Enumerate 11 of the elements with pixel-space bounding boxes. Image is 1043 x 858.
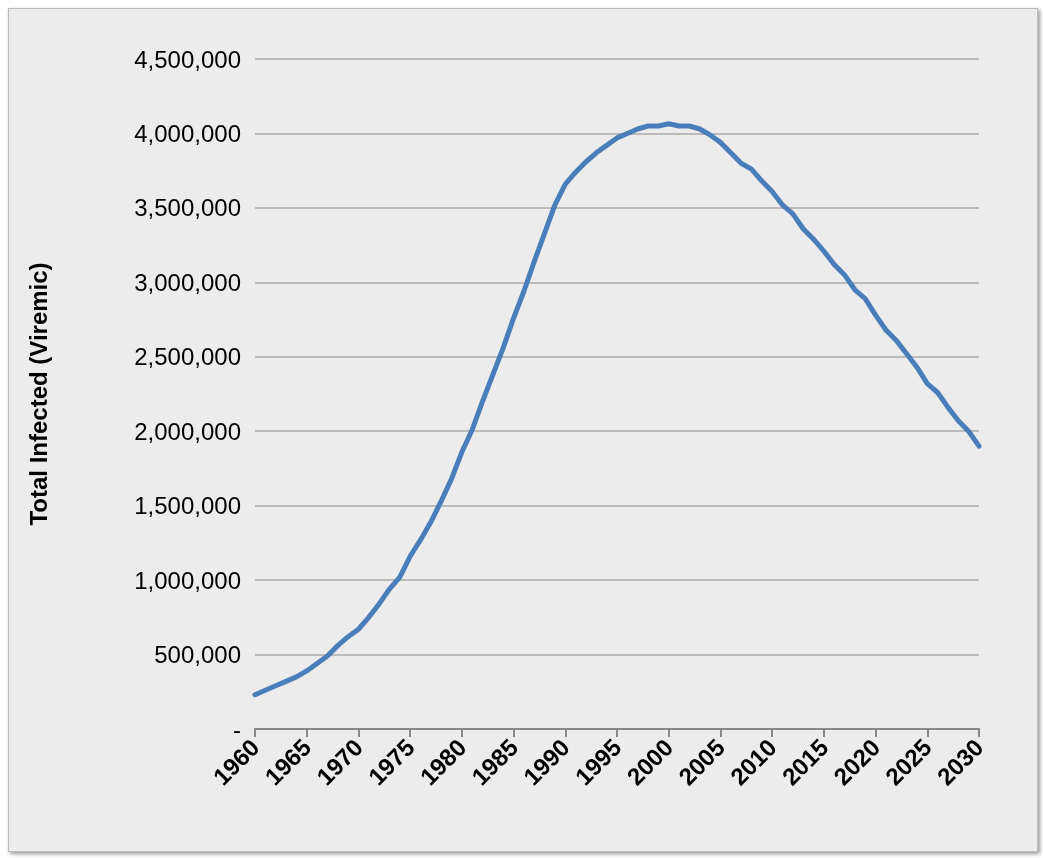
y-tick-label: 4,000,000 — [134, 119, 241, 147]
y-tick-label: - — [233, 715, 241, 743]
y-tick-label: 3,500,000 — [134, 194, 241, 222]
y-tick-label: 500,000 — [154, 641, 241, 669]
y-tick-label: 2,500,000 — [134, 343, 241, 371]
y-tick-label: 1,500,000 — [134, 492, 241, 520]
y-tick-label: 4,500,000 — [134, 45, 241, 73]
y-tick-label: 3,000,000 — [134, 268, 241, 296]
y-tick-label: 1,000,000 — [134, 566, 241, 594]
y-axis-title: Total Infected (Viremic) — [24, 262, 52, 526]
y-tick-label: 2,000,000 — [134, 417, 241, 445]
